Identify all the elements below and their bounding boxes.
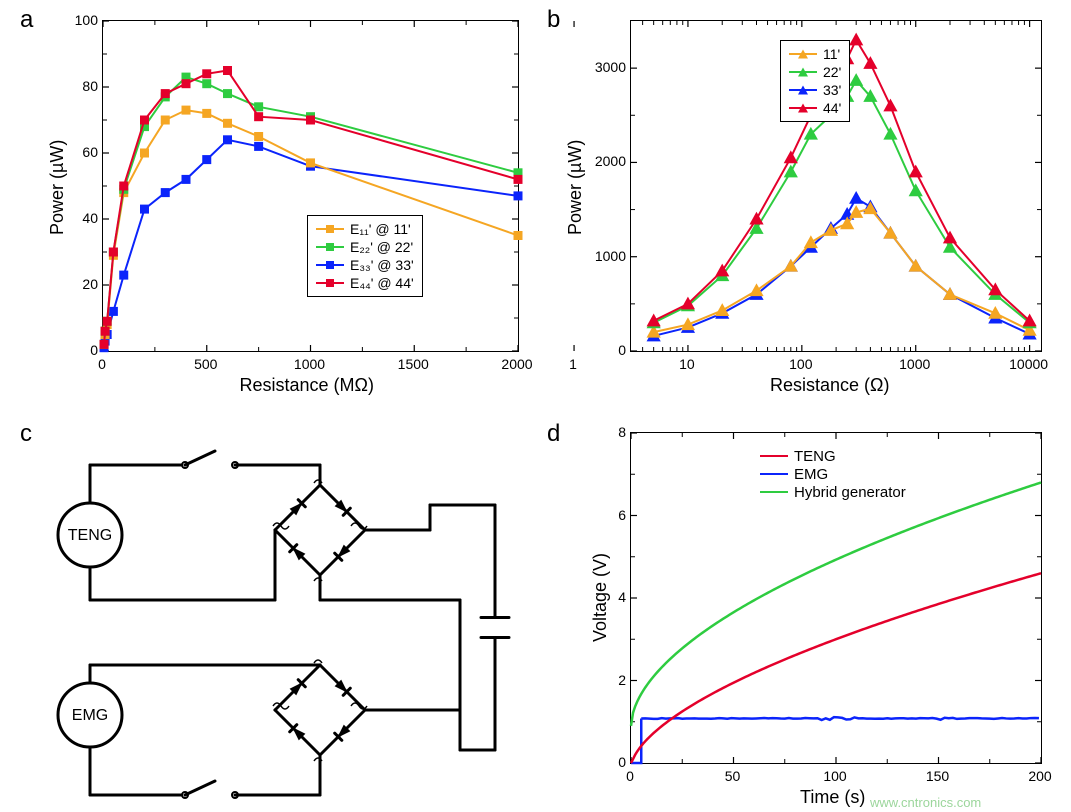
xtick-label: 1000	[294, 356, 325, 372]
panel-b-xlabel: Resistance (Ω)	[770, 375, 890, 396]
panel-a-legend: E₁₁' @ 11' E₂₂' @ 22' E₃₃' @ 33' E₄₄' @ 44'	[307, 215, 423, 297]
panel-c-label: c	[20, 420, 32, 448]
legend-item: TENG	[760, 447, 906, 465]
legend-label: TENG	[794, 448, 836, 465]
ytick-label: 0	[614, 754, 626, 770]
svg-text:TENG: TENG	[68, 527, 112, 544]
legend-label: 22'	[823, 64, 841, 80]
ytick-label: 2000	[590, 153, 626, 169]
panel-b-legend: 11' 22' 33' 44'	[780, 40, 850, 122]
ytick-label: 1000	[590, 248, 626, 264]
legend-label: E₄₄' @ 44'	[350, 275, 414, 291]
xtick-label: 2000	[501, 356, 532, 372]
legend-item: 33'	[789, 81, 841, 99]
legend-label: 44'	[823, 100, 841, 116]
legend-item: E₃₃' @ 33'	[316, 256, 414, 274]
ytick-label: 8	[614, 424, 626, 440]
ytick-label: 6	[614, 507, 626, 523]
legend-item: E₂₂' @ 22'	[316, 238, 414, 256]
xtick-label: 10000	[1009, 356, 1048, 372]
xtick-label: 1000	[899, 356, 930, 372]
xtick-label: 100	[789, 356, 812, 372]
ytick-label: 20	[78, 276, 98, 292]
legend-item: E₄₄' @ 44'	[316, 274, 414, 292]
panel-b-label: b	[547, 6, 560, 34]
panel-d-ylabel: Voltage (V)	[590, 553, 611, 642]
ytick-label: 0	[86, 342, 98, 358]
xtick-label: 10	[679, 356, 695, 372]
legend-item: EMG	[760, 465, 906, 483]
legend-item: 11'	[789, 45, 841, 63]
legend-label: EMG	[794, 466, 828, 483]
xtick-label: 50	[725, 768, 741, 784]
panel-c-circuit: TENG EMG	[50, 450, 520, 790]
legend-item: E₁₁' @ 11'	[316, 220, 414, 238]
legend-label: E₂₂' @ 22'	[350, 239, 413, 255]
panel-a-ylabel: Power (µW)	[47, 140, 68, 235]
ytick-label: 80	[78, 78, 98, 94]
legend-label: 33'	[823, 82, 841, 98]
ytick-label: 100	[70, 12, 98, 28]
panel-b-ylabel: Power (µW)	[565, 140, 586, 235]
legend-label: Hybrid generator	[794, 484, 906, 501]
panel-d-xlabel: Time (s)	[800, 787, 865, 808]
ytick-label: 4	[614, 589, 626, 605]
watermark: www.cntronics.com	[870, 795, 981, 810]
xtick-label: 100	[823, 768, 846, 784]
legend-item: 44'	[789, 99, 841, 117]
ytick-label: 0	[614, 342, 626, 358]
legend-item: Hybrid generator	[760, 483, 906, 501]
ytick-label: 60	[78, 144, 98, 160]
panel-d-legend: TENGEMGHybrid generator	[760, 447, 906, 501]
ytick-label: 40	[78, 210, 98, 226]
ytick-label: 2	[614, 672, 626, 688]
xtick-label: 1500	[398, 356, 429, 372]
xtick-label: 500	[194, 356, 217, 372]
panel-d-label: d	[547, 420, 560, 448]
xtick-label: 1	[569, 356, 577, 372]
panel-a-xlabel: Resistance (MΩ)	[240, 375, 374, 396]
ytick-label: 3000	[590, 59, 626, 75]
legend-label: E₁₁' @ 11'	[350, 221, 411, 237]
xtick-label: 0	[626, 768, 634, 784]
xtick-label: 150	[926, 768, 949, 784]
legend-item: 22'	[789, 63, 841, 81]
xtick-label: 0	[98, 356, 106, 372]
panel-a-plot	[102, 20, 519, 352]
xtick-label: 200	[1028, 768, 1051, 784]
svg-text:EMG: EMG	[72, 707, 108, 724]
panel-a-label: a	[20, 6, 33, 34]
legend-label: E₃₃' @ 33'	[350, 257, 414, 273]
legend-label: 11'	[823, 46, 840, 62]
